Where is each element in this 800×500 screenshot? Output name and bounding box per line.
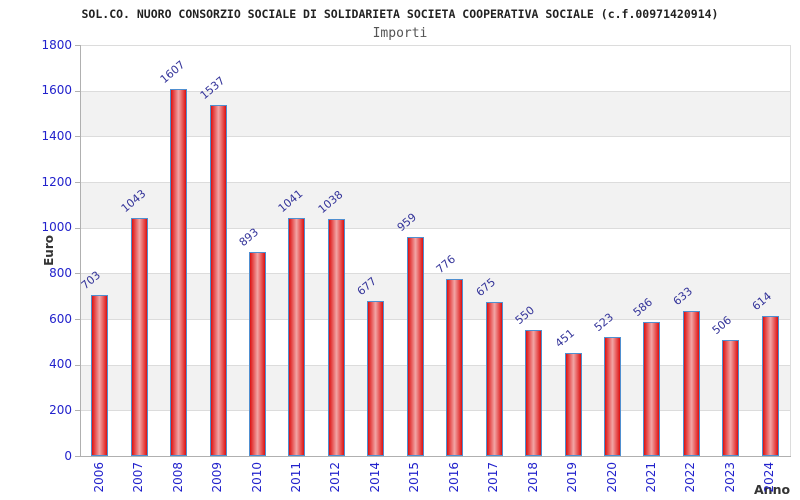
grid-band	[80, 319, 790, 365]
x-tick-label: 2020	[604, 462, 619, 493]
plot-area: 703 1043 1607 1537 893 1041 1038 677 959 776 675 55…	[79, 45, 790, 456]
y-tick-mark	[75, 136, 80, 138]
y-tick-mark	[75, 273, 80, 275]
x-tick-label: 2011	[288, 462, 303, 493]
bar	[722, 340, 740, 456]
grid-band	[80, 273, 790, 319]
bar	[367, 301, 385, 456]
bar	[288, 218, 306, 456]
y-tick-mark	[75, 90, 80, 92]
bar	[761, 315, 779, 456]
bar	[564, 353, 582, 456]
y-tick-mark	[75, 182, 80, 183]
x-axis-title: Anno	[754, 482, 791, 497]
y-tick-mark	[75, 227, 80, 229]
x-tick-label: 2023	[722, 462, 737, 493]
x-tick-label: 2008	[170, 462, 185, 493]
bar	[91, 295, 109, 456]
y-tick-label: 1000	[41, 220, 72, 235]
bar	[446, 278, 464, 456]
y-tick-label: 1800	[41, 37, 72, 52]
grid-band	[80, 364, 790, 411]
bar	[485, 301, 503, 456]
bar	[525, 330, 543, 456]
x-tick-label: 2006	[91, 462, 106, 493]
plot-right-border	[790, 45, 791, 456]
x-tick-label: 2010	[249, 462, 264, 493]
x-tick-label: 2021	[643, 462, 658, 493]
y-tick-label: 1400	[41, 128, 72, 143]
bar	[130, 217, 148, 456]
y-tick-mark	[75, 364, 80, 366]
chart-subtitle: Importi	[372, 26, 428, 41]
x-tick-label: 2017	[486, 462, 501, 493]
bar	[643, 322, 661, 456]
x-axis-line	[80, 456, 791, 457]
y-axis-title: Euro	[42, 235, 56, 266]
y-tick-label: 0	[64, 448, 72, 463]
y-tick-mark	[75, 456, 80, 457]
grid-band	[80, 227, 790, 274]
grid-band	[80, 90, 790, 137]
bar	[682, 311, 700, 456]
chart-title: SOL.CO. NUORO CONSORZIO SOCIALE DI SOLID…	[81, 7, 719, 21]
y-tick-label: 200	[49, 402, 72, 417]
bar	[406, 237, 424, 456]
bar	[170, 89, 188, 456]
y-tick-label: 1600	[41, 83, 72, 98]
grid-band	[80, 182, 790, 228]
x-tick-label: 2007	[131, 462, 146, 493]
grid-band	[80, 410, 790, 456]
grid-band	[80, 136, 790, 182]
x-tick-label: 2012	[328, 462, 343, 493]
bar	[249, 252, 266, 456]
bar	[604, 336, 621, 456]
x-tick-label: 2022	[683, 462, 698, 493]
x-tick-label: 2019	[565, 462, 580, 493]
x-tick-label: 2024	[762, 462, 777, 493]
x-tick-label: 2015	[407, 462, 422, 493]
y-tick-label: 400	[49, 357, 72, 372]
y-tick-label: 800	[49, 265, 72, 280]
y-tick-mark	[75, 45, 80, 46]
bar	[327, 219, 345, 456]
y-tick-label: 1200	[41, 174, 72, 189]
x-tick-label: 2016	[446, 462, 461, 493]
x-tick-label: 2009	[210, 462, 225, 493]
y-axis-line	[80, 45, 81, 457]
x-tick-label: 2014	[367, 462, 382, 493]
x-tick-label: 2018	[525, 462, 540, 493]
y-tick-label: 600	[49, 311, 72, 326]
grid-band	[80, 45, 790, 91]
y-tick-mark	[75, 410, 80, 412]
y-tick-mark	[75, 319, 80, 320]
bar	[209, 105, 227, 456]
